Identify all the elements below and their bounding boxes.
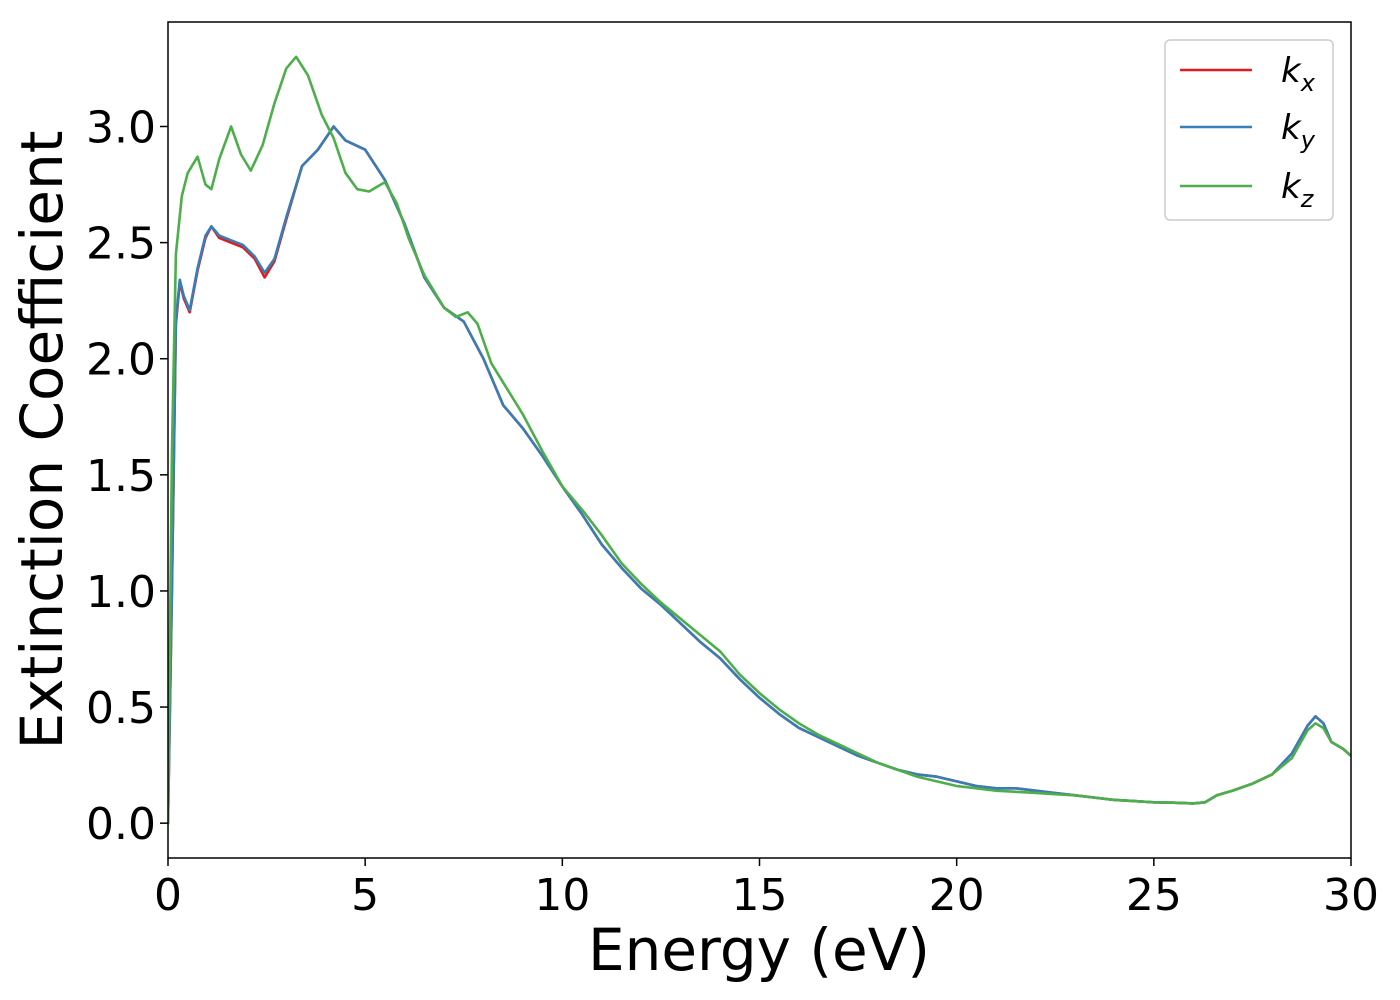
y-axis-label: Extinction Coefficient xyxy=(8,131,76,750)
series-line-z xyxy=(168,55,1351,825)
x-axis: 0 5 10 15 20 25 30 xyxy=(154,858,1379,921)
y-tick-label: 1.5 xyxy=(86,451,156,502)
legend-label-main: k xyxy=(1281,167,1302,207)
x-tick-label: 10 xyxy=(534,870,590,921)
y-axis: 0.0 0.5 1.0 1.5 2.0 2.5 3.0 xyxy=(86,103,168,850)
y-tick-label: 3.0 xyxy=(86,103,156,154)
legend-label-sub: y xyxy=(1300,126,1316,154)
x-tick-label: 0 xyxy=(154,870,182,921)
y-tick-label: 0.0 xyxy=(86,799,156,850)
y-tick-label: 2.5 xyxy=(86,219,156,270)
x-tick-label: 30 xyxy=(1323,870,1379,921)
legend-label-x: kx xyxy=(1281,51,1316,97)
y-tick-label: 2.0 xyxy=(86,335,156,386)
legend-label-main: k xyxy=(1281,51,1302,91)
legend-label-z: kz xyxy=(1281,167,1315,213)
x-tick-label: 15 xyxy=(732,870,788,921)
y-tick-label: 1.0 xyxy=(86,567,156,618)
legend-label-sub: x xyxy=(1300,69,1316,97)
y-tick-label: 0.5 xyxy=(86,683,156,734)
x-axis-label: Energy (eV) xyxy=(588,916,930,984)
x-tick-label: 25 xyxy=(1126,870,1182,921)
legend-label-sub: z xyxy=(1300,185,1315,213)
legend-label-main: k xyxy=(1281,108,1302,148)
x-tick-label: 5 xyxy=(351,870,379,921)
legend-label-y: ky xyxy=(1281,108,1316,154)
series-layer xyxy=(168,55,1351,825)
x-tick-label: 20 xyxy=(929,870,985,921)
legend-frame xyxy=(1164,39,1334,221)
